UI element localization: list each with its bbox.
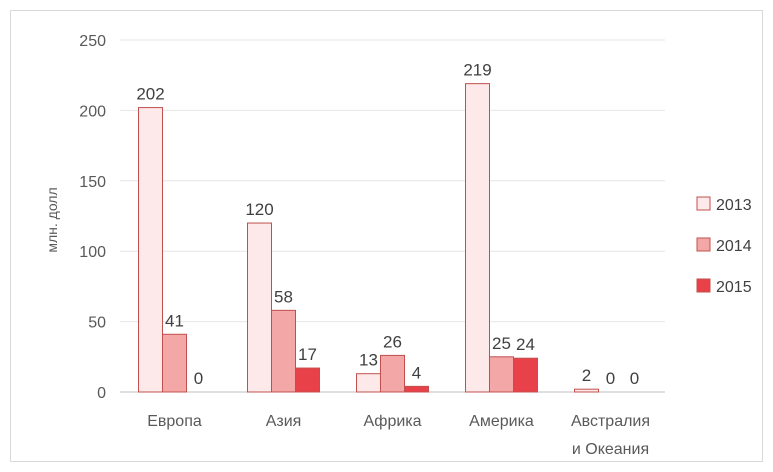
data-label: 120 (245, 200, 273, 219)
bar-2013-2 (356, 373, 381, 393)
category-label: Азия (266, 413, 302, 430)
legend-label-2014: 2014 (716, 238, 752, 255)
bar-2013-4 (574, 388, 599, 393)
bar-2015-1 (295, 367, 320, 393)
bar-2014-0 (162, 333, 187, 393)
y-tick-labels: 0 50 100 150 200 250 (79, 33, 106, 402)
bar-2015-3 (513, 357, 538, 393)
legend-swatch-2013 (696, 196, 711, 211)
data-label: 58 (274, 287, 293, 306)
y-tick-label: 150 (79, 174, 106, 191)
data-label: 13 (359, 351, 378, 370)
legend-label-2013: 2013 (716, 197, 752, 214)
data-label: 202 (136, 85, 164, 104)
category-label: Австралия (571, 413, 650, 430)
bar-2014-2 (380, 354, 405, 393)
bar-2013-0 (138, 107, 163, 393)
data-label: 25 (492, 334, 511, 353)
category-label: Европа (147, 413, 202, 430)
legend: 2013 2014 2015 (696, 196, 752, 296)
data-label: 41 (165, 311, 184, 330)
data-label: 0 (606, 369, 615, 388)
data-label: 219 (463, 61, 491, 80)
bar-2014-3 (489, 356, 514, 393)
legend-swatch-2015 (696, 278, 711, 293)
data-label: 26 (383, 332, 402, 351)
bar-2013-1 (247, 222, 272, 393)
legend-label-2015: 2015 (716, 279, 752, 296)
bar-2013-3 (465, 83, 490, 393)
bar-2014-1 (271, 309, 296, 393)
legend-swatch-2014 (696, 237, 711, 252)
data-label: 0 (630, 369, 639, 388)
data-label: 24 (516, 335, 535, 354)
data-label: 2 (582, 366, 591, 385)
data-label: 4 (412, 363, 421, 382)
category-label: Америка (469, 413, 534, 430)
y-tick-label: 50 (88, 315, 106, 332)
y-tick-label: 250 (79, 33, 106, 50)
category-label: и Океания (572, 441, 649, 458)
y-tick-label: 200 (79, 103, 106, 120)
y-tick-label: 0 (97, 385, 106, 402)
bar-2015-2 (404, 385, 429, 393)
bars (138, 83, 599, 393)
data-label: 17 (298, 345, 317, 364)
data-label: 0 (194, 369, 203, 388)
y-tick-label: 100 (79, 244, 106, 261)
category-labels: Европа Азия Африка Америка Австралия и Океани… (147, 413, 650, 458)
category-label: Африка (363, 413, 421, 430)
y-axis-label: млн. долл (44, 187, 60, 252)
